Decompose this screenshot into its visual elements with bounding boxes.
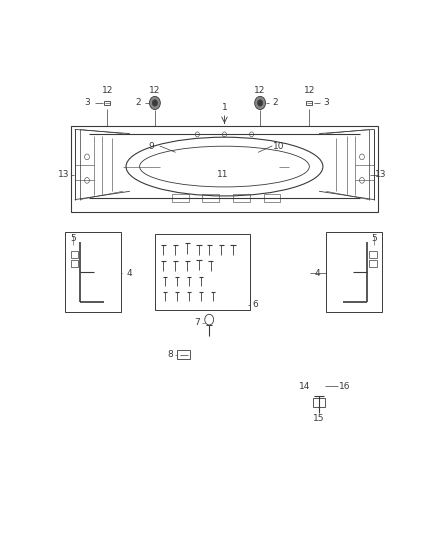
Bar [65,232,121,312]
Bar [233,194,250,201]
Bar [104,101,110,105]
Text: 10: 10 [273,142,285,150]
Text: 5: 5 [371,234,377,243]
Bar [369,260,377,266]
Text: 6: 6 [252,301,258,309]
Text: 16: 16 [339,382,351,391]
Bar [264,194,280,201]
Bar [155,235,250,310]
Text: 12: 12 [254,86,266,95]
Text: 9: 9 [148,142,154,150]
Circle shape [149,96,160,109]
Text: 2: 2 [135,99,141,108]
Text: 12: 12 [102,86,113,95]
Bar [71,251,78,257]
Circle shape [254,96,265,109]
Text: 12: 12 [149,86,161,95]
Text: 2: 2 [272,99,278,108]
Text: 3: 3 [84,99,90,108]
Text: 14: 14 [299,382,310,391]
Bar [71,125,378,212]
Bar [326,232,382,312]
Circle shape [258,100,263,106]
Text: 4: 4 [315,269,321,278]
Text: 11: 11 [217,170,229,179]
Text: 15: 15 [313,415,325,423]
Text: 12: 12 [304,86,315,95]
Bar [202,194,219,201]
Text: 5: 5 [71,234,76,243]
Bar [172,194,189,201]
Text: 4: 4 [127,269,132,278]
Text: 13: 13 [375,170,386,179]
Bar [306,101,312,105]
Bar [369,251,377,257]
Text: 8: 8 [167,350,173,359]
Bar [71,260,78,266]
Bar [177,350,190,359]
Ellipse shape [140,146,309,187]
Text: 1: 1 [222,102,227,111]
Bar [313,398,325,407]
Circle shape [152,100,158,106]
Text: 7: 7 [194,318,200,327]
Text: 3: 3 [323,99,329,108]
Text: 13: 13 [57,170,69,179]
